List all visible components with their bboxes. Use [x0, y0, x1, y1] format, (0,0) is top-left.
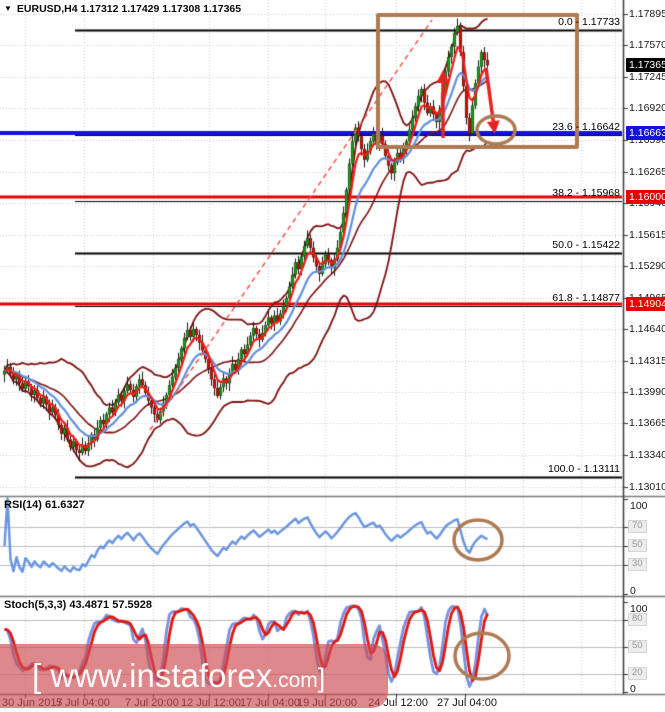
instaforex-watermark: [ www.instaforex .com ] [0, 644, 388, 708]
rsi-axis-100: 100 [630, 499, 648, 512]
rsi-indicator-label: RSI(14) 61.6327 [4, 499, 85, 511]
rsi-axis-70: 70 [628, 520, 647, 533]
price-axis-tick: 1.17570 [629, 39, 665, 52]
stoch-axis-0: 0 [630, 683, 636, 696]
watermark-text-bracket: ] [317, 663, 326, 693]
price-axis-tick: 1.16920 [629, 102, 665, 115]
price-axis-tick: 1.13010 [629, 480, 665, 493]
price-axis-tick: 1.17895 [629, 8, 665, 20]
symbol-quote-text: EURUSD,H4 1.17312 1.17429 1.17308 1.1736… [16, 3, 242, 15]
fib-level-label: 100.0 - 1.13111 [547, 463, 620, 476]
time-axis-label: 27 Jul 04:00 [437, 697, 497, 709]
chart-title-bar: ▼ EURUSD,H4 1.17312 1.17429 1.17308 1.17… [4, 3, 241, 15]
price-badge-blue-support: 1.16663 [626, 126, 665, 141]
price-axis-tick: 1.13665 [629, 417, 665, 430]
rsi-axis-50: 50 [628, 539, 647, 552]
rsi-axis-0: 0 [630, 584, 636, 597]
price-axis-tick: 1.16265 [629, 165, 665, 178]
fib-level-label: 0.0 - 1.17733 [558, 15, 620, 28]
fib-level-label: 61.8 - 1.14877 [552, 292, 620, 305]
stoch-axis-80: 80 [628, 612, 647, 626]
price-axis-tick: 1.13990 [629, 386, 665, 398]
price-badge-red-level-upper: 1.16000 [626, 190, 665, 205]
symbol-dropdown-icon[interactable]: ▼ [4, 3, 12, 13]
price-axis-tick: 1.14640 [629, 323, 665, 336]
price-badge-red-level-lower: 1.14904 [626, 296, 665, 311]
fib-level-label: 38.2 - 1.15968 [552, 186, 620, 199]
price-axis-tick: 1.14315 [629, 354, 665, 367]
price-axis-tick: 1.15615 [629, 228, 665, 241]
rsi-axis-30: 30 [628, 558, 647, 571]
price-badge-current-price: 1.17365 [626, 58, 665, 73]
stoch-axis-50: 50 [628, 640, 647, 653]
price-axis-tick: 1.15290 [629, 260, 665, 273]
watermark-text-com: .com [272, 669, 318, 692]
fib-level-label: 50.0 - 1.15422 [552, 239, 620, 252]
price-axis-tick: 1.17245 [629, 70, 665, 83]
stoch-axis-20: 20 [628, 667, 647, 681]
watermark-text-main: [ www.instaforex [32, 657, 273, 694]
stoch-indicator-label: Stoch(5,3,3) 43.4871 57.5928 [4, 599, 152, 611]
price-axis-tick: 1.13340 [629, 448, 665, 461]
fib-level-label: 23.6 - 1.16642 [552, 121, 620, 134]
stoch-axis-100: 100 [630, 602, 648, 615]
